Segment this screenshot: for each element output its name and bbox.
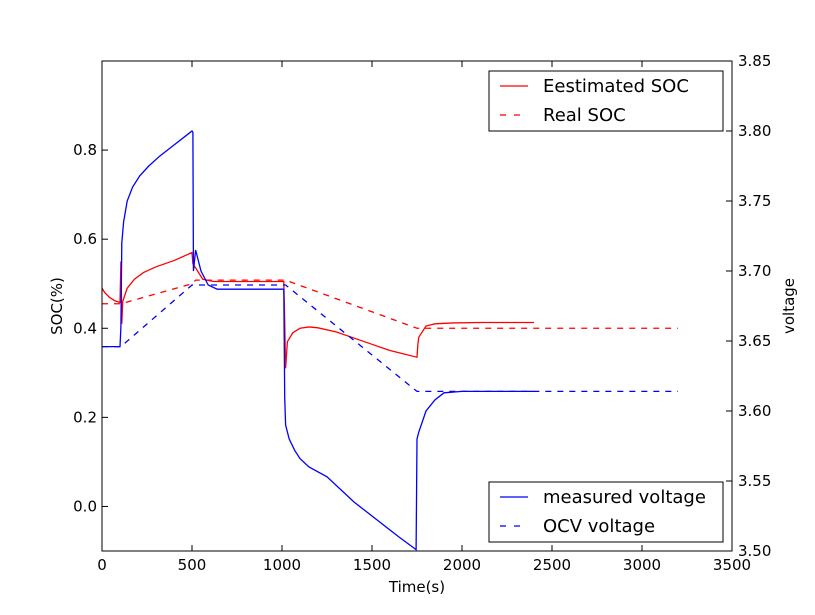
legend-label: Real SOC — [543, 105, 626, 126]
right-y-tick-label: 3.65 — [738, 332, 771, 350]
legend-box — [488, 481, 724, 543]
right-y-tick-label: 3.70 — [738, 262, 771, 280]
x-tick-label: 500 — [178, 556, 207, 574]
ticks-layer: 0 500 1000 1500 2000 2500 3000 3500 0.0 0.2 0.4 0.6… — [73, 52, 771, 574]
left-y-tick-label: 0.4 — [73, 319, 97, 337]
left-y-tick-label: 0.0 — [73, 497, 97, 515]
right-y-axis-label: voltage — [780, 278, 798, 334]
left-y-tick-label: 0.8 — [73, 141, 97, 159]
left-y-axis-label: SOC(%) — [48, 277, 66, 335]
legend-top-right: Eestimated SOC Real SOC — [488, 70, 724, 132]
right-y-tick-label: 3.85 — [738, 52, 771, 70]
series-line-measured-voltage — [102, 130, 534, 551]
x-axis-label: Time(s) — [388, 578, 445, 596]
x-tick-label: 0 — [97, 556, 107, 574]
legend-bottom-right: measured voltage OCV voltage — [488, 481, 724, 543]
series-line-real-soc — [102, 279, 678, 329]
series-line-ocv-voltage — [102, 284, 678, 393]
series-line-eestimated-soc — [101, 251, 534, 369]
x-tick-label: 2000 — [443, 556, 481, 574]
x-tick-label: 3500 — [713, 556, 751, 574]
x-tick-label: 2500 — [533, 556, 571, 574]
left-y-tick-label: 0.2 — [73, 408, 97, 426]
series-layer — [101, 130, 678, 551]
legend-label: OCV voltage — [543, 516, 655, 537]
x-tick-label: 3000 — [623, 556, 661, 574]
legend-box — [488, 70, 724, 132]
legend-label: Eestimated SOC — [543, 76, 689, 97]
left-y-tick-label: 0.6 — [73, 230, 97, 248]
right-y-tick-label: 3.60 — [738, 402, 771, 420]
right-y-tick-label: 3.55 — [738, 472, 771, 490]
right-y-tick-label: 3.50 — [738, 542, 771, 560]
right-y-tick-label: 3.80 — [738, 122, 771, 140]
right-y-tick-label: 3.75 — [738, 192, 771, 210]
plot-frame — [101, 60, 733, 552]
x-tick-label: 1500 — [353, 556, 391, 574]
x-tick-label: 1000 — [263, 556, 301, 574]
legend-label: measured voltage — [543, 487, 706, 508]
legends-layer: Eestimated SOC Real SOC measured voltage OC… — [488, 70, 724, 543]
